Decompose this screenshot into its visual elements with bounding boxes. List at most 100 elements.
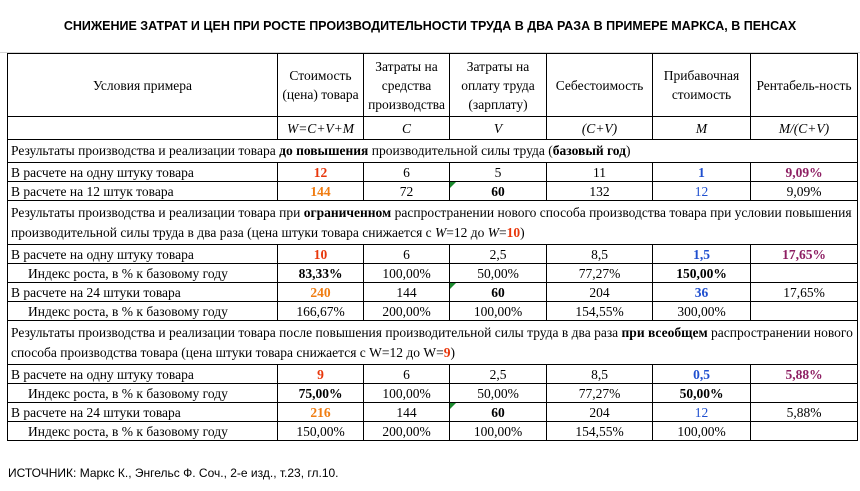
formula-conditions[interactable] xyxy=(7,116,278,140)
cell-profit[interactable]: 9,09% xyxy=(750,181,858,201)
cell-selfcost[interactable]: 77,27% xyxy=(546,383,653,403)
cell-surplus[interactable]: 12 xyxy=(652,181,751,201)
cell-surplus[interactable]: 1 xyxy=(652,162,751,182)
header-conditions[interactable]: Условия примера xyxy=(7,53,278,117)
cell-means[interactable]: 100,00% xyxy=(363,263,450,283)
cell-surplus[interactable]: 150,00% xyxy=(652,263,751,283)
table-row: Индекс роста, в % к базовому году 75,00%… xyxy=(7,383,858,403)
cell-selfcost[interactable]: 11 xyxy=(546,162,653,182)
section-limited-caption[interactable]: Результаты производства и реализации тов… xyxy=(7,200,858,245)
section-base-caption[interactable]: Результаты производства и реализации тов… xyxy=(7,139,858,163)
row-label[interactable]: Индекс роста, в % к базовому году xyxy=(7,383,278,403)
cell-selfcost[interactable]: 8,5 xyxy=(546,364,653,384)
row-label[interactable]: Индекс роста, в % к базовому году xyxy=(7,301,278,321)
header-selfcost[interactable]: Себестоимость xyxy=(546,53,653,117)
row-label[interactable]: Индекс роста, в % к базовому году xyxy=(7,421,278,441)
cell-wages[interactable]: 100,00% xyxy=(449,301,547,321)
row-label[interactable]: Индекс роста, в % к базовому году xyxy=(7,263,278,283)
cell-cost[interactable]: 9 xyxy=(277,364,364,384)
cell-means[interactable]: 6 xyxy=(363,162,450,182)
formula-cost[interactable]: W=C+V+M xyxy=(277,116,364,140)
cell-wages[interactable]: 60 xyxy=(449,402,547,422)
source-note: ИСТОЧНИК: Маркс К., Энгельс Ф. Соч., 2-е… xyxy=(8,466,339,480)
cell-wages[interactable]: 5 xyxy=(449,162,547,182)
header-means[interactable]: Затраты на средства производства xyxy=(363,53,450,117)
cell-wages[interactable]: 50,00% xyxy=(449,383,547,403)
cell-wages[interactable]: 2,5 xyxy=(449,364,547,384)
row-label[interactable]: В расчете на одну штуку товара xyxy=(7,364,278,384)
formula-selfcost[interactable]: (C+V) xyxy=(546,116,653,140)
cell-means[interactable]: 6 xyxy=(363,364,450,384)
row-label[interactable]: В расчете на одну штуку товара xyxy=(7,244,278,264)
table-row: Индекс роста, в % к базовому году 83,33%… xyxy=(7,263,858,283)
cell-wages[interactable]: 60 xyxy=(449,181,547,201)
cell-wages[interactable]: 100,00% xyxy=(449,421,547,441)
cell-surplus[interactable]: 300,00% xyxy=(652,301,751,321)
cell-wages[interactable]: 50,00% xyxy=(449,263,547,283)
formula-means[interactable]: C xyxy=(363,116,450,140)
cell-surplus[interactable]: 0,5 xyxy=(652,364,751,384)
table-row: Индекс роста, в % к базовому году 150,00… xyxy=(7,421,858,441)
cell-surplus[interactable]: 36 xyxy=(652,282,751,302)
cell-selfcost[interactable]: 77,27% xyxy=(546,263,653,283)
header-wages[interactable]: Затраты на оплату труда (зарплату) xyxy=(449,53,547,117)
formula-surplus[interactable]: M xyxy=(652,116,751,140)
cell-cost[interactable]: 144 xyxy=(277,181,364,201)
cell-selfcost[interactable]: 204 xyxy=(546,282,653,302)
cell-means[interactable]: 72 xyxy=(363,181,450,201)
cell-means[interactable]: 200,00% xyxy=(363,421,450,441)
formula-wages[interactable]: V xyxy=(449,116,547,140)
cell-cost[interactable]: 166,67% xyxy=(277,301,364,321)
cell-selfcost[interactable]: 204 xyxy=(546,402,653,422)
cell-wages[interactable]: 60 xyxy=(449,282,547,302)
cell-profit[interactable]: 9,09% xyxy=(750,162,858,182)
page-title: СНИЖЕНИЕ ЗАТРАТ И ЦЕН ПРИ РОСТЕ ПРОИЗВОД… xyxy=(0,0,860,53)
cell-profit[interactable] xyxy=(750,301,858,321)
cell-means[interactable]: 144 xyxy=(363,282,450,302)
cell-cost[interactable]: 83,33% xyxy=(277,263,364,283)
row-label[interactable]: В расчете на 24 штуки товара xyxy=(7,282,278,302)
cell-surplus[interactable]: 50,00% xyxy=(652,383,751,403)
cell-cost[interactable]: 10 xyxy=(277,244,364,264)
cell-surplus[interactable]: 12 xyxy=(652,402,751,422)
cell-wages[interactable]: 2,5 xyxy=(449,244,547,264)
formula-profit[interactable]: M/(C+V) xyxy=(750,116,858,140)
header-profit[interactable]: Рентабель-ность xyxy=(750,53,858,117)
cell-surplus[interactable]: 1,5 xyxy=(652,244,751,264)
cell-selfcost[interactable]: 8,5 xyxy=(546,244,653,264)
cell-means[interactable]: 6 xyxy=(363,244,450,264)
row-label[interactable]: В расчете на одну штуку товара xyxy=(7,162,278,182)
table-row: В расчете на 24 штуки товара 240 144 60 … xyxy=(7,282,858,302)
data-table: Условия примера Стоимость (цена) товара … xyxy=(7,53,858,441)
table-row: В расчете на одну штуку товара 10 6 2,5 … xyxy=(7,244,858,264)
row-label[interactable]: В расчете на 24 штуки товара xyxy=(7,402,278,422)
table-row: В расчете на одну штуку товара 12 6 5 11… xyxy=(7,162,858,182)
cell-profit[interactable]: 5,88% xyxy=(750,402,858,422)
row-label[interactable]: В расчете на 12 штук товара xyxy=(7,181,278,201)
cell-means[interactable]: 200,00% xyxy=(363,301,450,321)
cell-selfcost[interactable]: 132 xyxy=(546,181,653,201)
cell-profit[interactable]: 17,65% xyxy=(750,282,858,302)
cell-cost[interactable]: 75,00% xyxy=(277,383,364,403)
cell-profit[interactable]: 5,88% xyxy=(750,364,858,384)
cell-selfcost[interactable]: 154,55% xyxy=(546,421,653,441)
section-universal-caption[interactable]: Результаты производства и реализации тов… xyxy=(7,320,858,365)
cell-means[interactable]: 144 xyxy=(363,402,450,422)
cell-cost[interactable]: 240 xyxy=(277,282,364,302)
cell-selfcost[interactable]: 154,55% xyxy=(546,301,653,321)
header-surplus[interactable]: Прибавочная стоимость xyxy=(652,53,751,117)
formula-row: W=C+V+M C V (C+V) M M/(C+V) xyxy=(7,116,858,140)
section-row-base: Результаты производства и реализации тов… xyxy=(7,139,858,163)
cell-profit[interactable] xyxy=(750,383,858,403)
cell-cost[interactable]: 216 xyxy=(277,402,364,422)
cell-surplus[interactable]: 100,00% xyxy=(652,421,751,441)
cell-profit[interactable] xyxy=(750,263,858,283)
section-row-limited: Результаты производства и реализации тов… xyxy=(7,200,858,245)
cell-means[interactable]: 100,00% xyxy=(363,383,450,403)
cell-cost[interactable]: 150,00% xyxy=(277,421,364,441)
cell-profit[interactable]: 17,65% xyxy=(750,244,858,264)
cell-cost[interactable]: 12 xyxy=(277,162,364,182)
cell-profit[interactable] xyxy=(750,421,858,441)
header-cost[interactable]: Стоимость (цена) товара xyxy=(277,53,364,117)
